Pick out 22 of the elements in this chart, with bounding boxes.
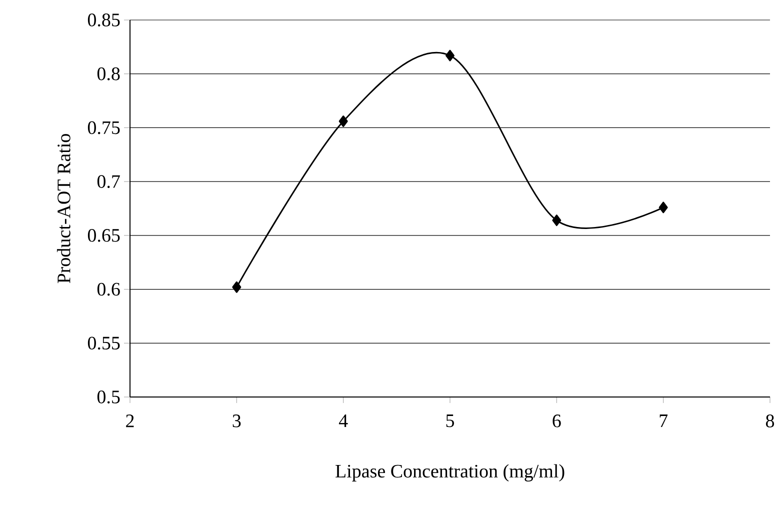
- y-tick-label: 0.75: [88, 121, 120, 134]
- x-tick-label: 4: [338, 414, 348, 428]
- x-tick-label: 7: [660, 414, 668, 427]
- y-tick-label: 0.6: [97, 282, 120, 296]
- x-tick-label: 2: [126, 414, 134, 428]
- point: [338, 116, 348, 127]
- y-tick-label: 0.55: [88, 336, 120, 350]
- y-tick-label: 0.65: [88, 228, 120, 242]
- point: [552, 214, 562, 226]
- point: [232, 281, 242, 293]
- y-tick-label: 0.7: [97, 175, 120, 188]
- y-axis-title: Product-AOT Ratio: [56, 134, 70, 284]
- x-tick-label: 3: [232, 414, 241, 428]
- x-tick-label: 6: [552, 414, 561, 428]
- y-tick-label: 0.5: [97, 390, 120, 404]
- point: [658, 202, 668, 214]
- x-tick-label: 5: [446, 414, 454, 428]
- x-tick-label: 8: [766, 414, 774, 428]
- y-tick-label: 0.85: [88, 14, 120, 26]
- x-axis-title: Lipase Concentration (mg/ml): [336, 464, 564, 482]
- point: [446, 50, 454, 62]
- y-tick-label: 0.8: [97, 67, 120, 80]
